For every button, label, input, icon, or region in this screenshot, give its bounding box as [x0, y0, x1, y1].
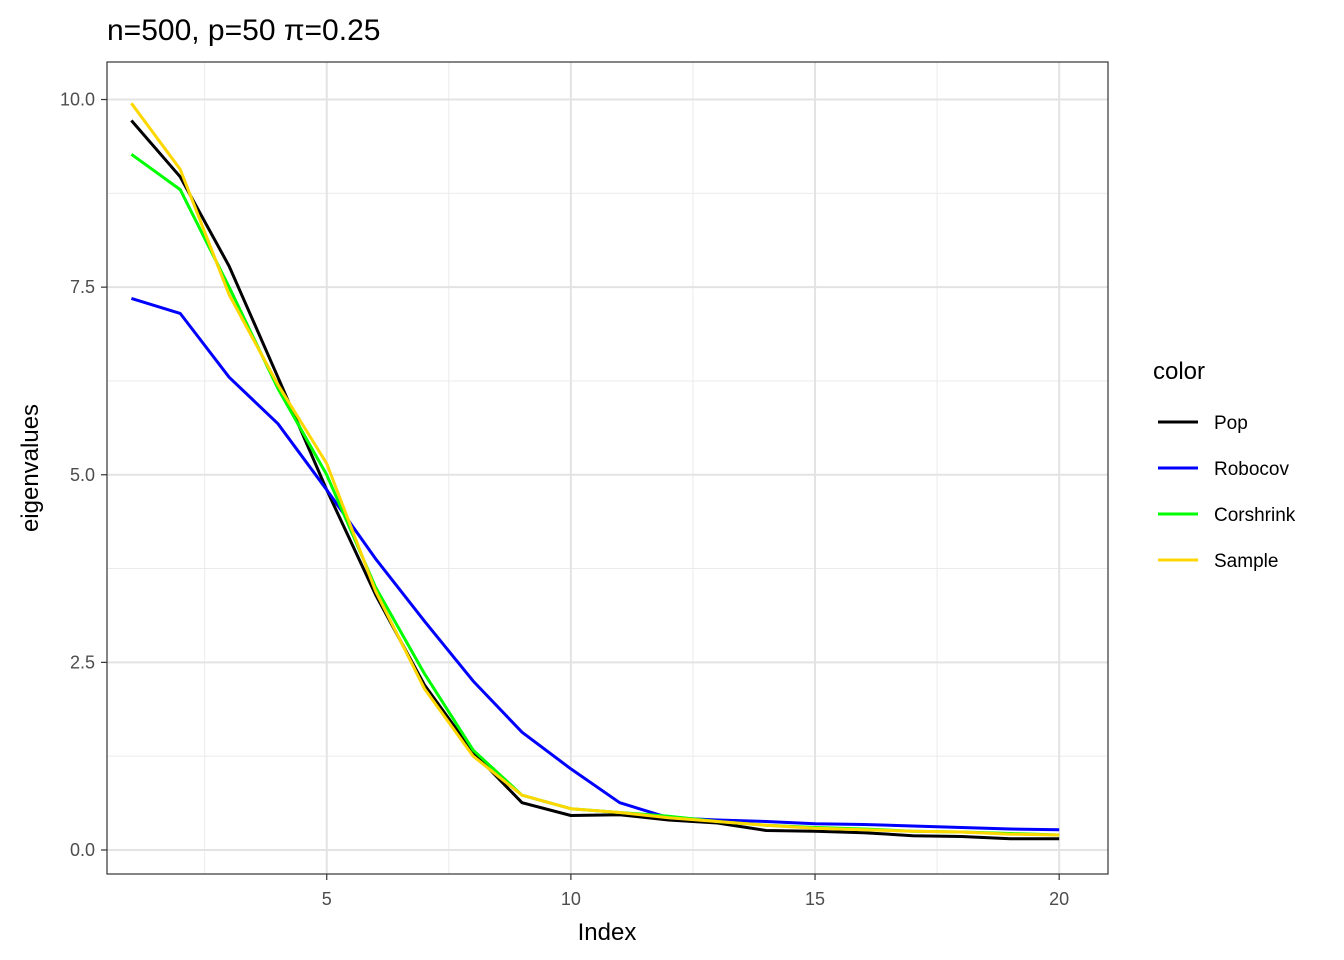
y-axis: 0.0 2.5 5.0 7.5 10.0: [60, 90, 107, 860]
legend-title: color: [1153, 358, 1205, 385]
grid-major: [107, 62, 1108, 874]
legend-label-pop: Pop: [1214, 413, 1248, 434]
y-axis-title: eigenvalues: [17, 404, 44, 532]
x-tick-label: 10: [561, 889, 581, 909]
y-tick-label: 10.0: [60, 90, 95, 110]
y-tick-label: 2.5: [70, 652, 95, 672]
y-tick-label: 7.5: [70, 277, 95, 297]
y-tick-label: 5.0: [70, 465, 95, 485]
grid-minor: [107, 62, 1108, 874]
x-axis-title: Index: [578, 919, 637, 946]
series-line-corshrink: [130, 153, 1060, 837]
plot-panel-border: [106, 61, 1109, 875]
x-tick-label: 15: [805, 889, 825, 909]
x-tick-label: 5: [322, 889, 332, 909]
legend-label-sample: Sample: [1214, 551, 1278, 572]
x-tick-label: 20: [1049, 889, 1069, 909]
y-tick-label: 0.0: [70, 840, 95, 860]
legend-label-robocov: Robocov: [1214, 459, 1289, 480]
series-line-pop: [130, 119, 1060, 841]
legend-label-corshrink: Corshrink: [1214, 505, 1296, 526]
x-axis: 5 10 15 20: [322, 874, 1069, 909]
chart-title: n=500, p=50 π=0.25: [107, 14, 380, 47]
series-lines: [130, 102, 1060, 841]
legend: color Pop Robocov Corshrink Sample: [1153, 358, 1296, 572]
series-line-robocov: [130, 296, 1060, 832]
series-line-sample: [130, 102, 1060, 837]
